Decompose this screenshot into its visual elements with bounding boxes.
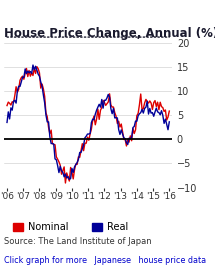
Text: House Price Change, Annual (%): House Price Change, Annual (%) bbox=[4, 27, 215, 40]
Text: Source: The Land Institute of Japan: Source: The Land Institute of Japan bbox=[4, 237, 152, 246]
Text: Click graph for more   Japanese   house price data: Click graph for more Japanese house pric… bbox=[4, 256, 206, 265]
Legend: Nominal, Real: Nominal, Real bbox=[9, 218, 132, 236]
